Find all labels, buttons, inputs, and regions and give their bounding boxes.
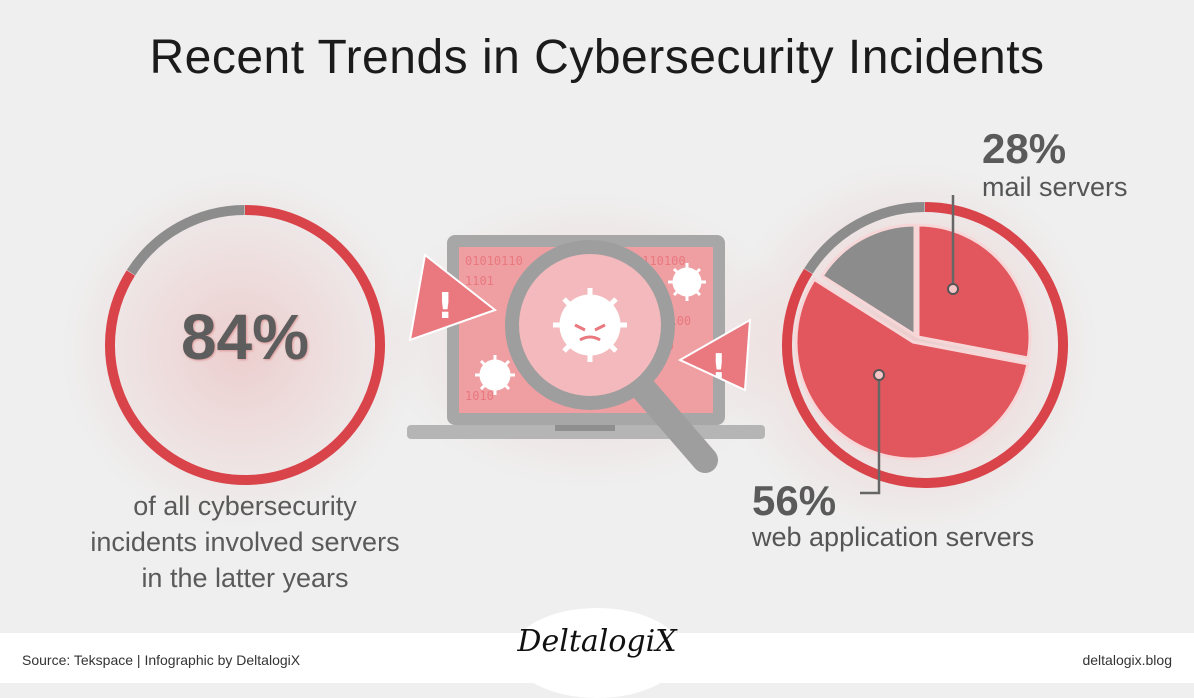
virus-icon: [475, 355, 515, 395]
outer-arc-other: [804, 202, 925, 274]
caption-line: incidents involved servers: [90, 527, 400, 557]
big-percent: 84%: [180, 301, 310, 373]
page-title: Recent Trends in Cybersecurity Incidents: [149, 31, 1045, 84]
leader-dot-mail: [947, 283, 959, 295]
svg-text:01010110: 01010110: [465, 254, 523, 268]
mail-label: mail servers: [982, 172, 1128, 202]
source-credit: Source: Tekspace | Infographic by Deltal…: [22, 652, 301, 668]
outer-arc-servers: [782, 202, 1068, 488]
ring-arc-other: [126, 205, 245, 276]
leader-line-mail: [951, 195, 955, 287]
site-link[interactable]: deltalogix.blog: [1082, 652, 1172, 668]
virus-icon: [668, 263, 706, 301]
web-percent: 56%: [752, 477, 837, 524]
brand-logo: DeltalogiX: [517, 624, 677, 659]
ring-arc-servers: [105, 205, 385, 485]
laptop-illustration: 01010110 0110100 1101 10100 0110 1010 01…: [407, 235, 765, 473]
svg-text:1101: 1101: [465, 274, 494, 288]
leader-line-web: [860, 377, 881, 495]
caption-line: in the latter years: [141, 563, 349, 593]
left-caption: of all cybersecurity incidents involved …: [30, 488, 460, 596]
left-glow: [60, 170, 420, 530]
caption-line: of all cybersecurity: [133, 491, 357, 521]
leader-dot-web: [873, 369, 885, 381]
ring-chart-84: [105, 205, 385, 485]
pie-slice-web-application: [794, 277, 1030, 461]
virus-icon: [553, 288, 627, 362]
mail-percent: 28%: [982, 125, 1067, 172]
web-label: web application servers: [752, 522, 1035, 552]
pie-chart-servers: [782, 195, 1068, 495]
warning-icon: !: [677, 318, 752, 392]
pie-slice-other: [820, 223, 917, 338]
warning-icon: !: [408, 253, 498, 342]
svg-text:!: !: [711, 347, 727, 387]
pie-slice-mail: [916, 223, 1032, 360]
svg-text:1010: 1010: [465, 389, 494, 403]
svg-text:!: !: [437, 286, 453, 327]
